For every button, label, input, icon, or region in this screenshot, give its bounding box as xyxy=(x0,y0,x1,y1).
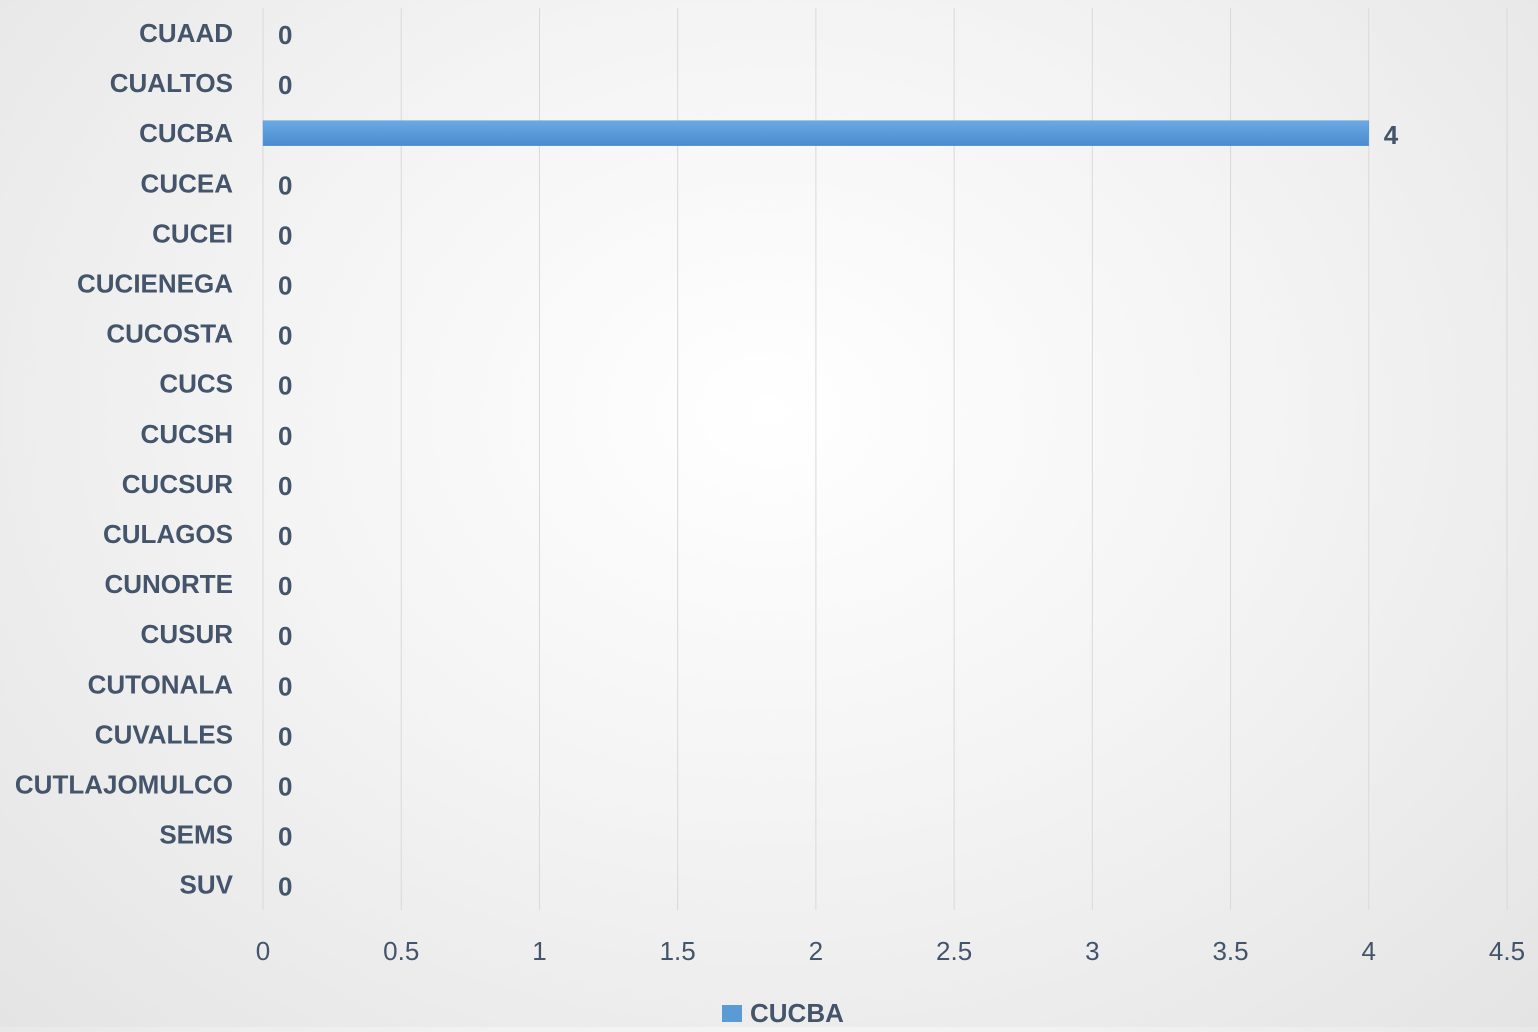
category-label: SUV xyxy=(180,870,234,900)
data-label: 0 xyxy=(278,671,292,701)
category-axis: CUAAD CUALTOS CUCBA CUCEA CUCEI CUCIENEGA CUCO… xyxy=(15,18,234,900)
data-label: 0 xyxy=(278,721,292,751)
data-label: 0 xyxy=(278,421,292,451)
data-label: 0 xyxy=(278,621,292,651)
category-label: CUCEI xyxy=(152,218,233,248)
legend-label: CUCBA xyxy=(750,998,844,1027)
bar xyxy=(262,120,1370,146)
x-tick-label: 4 xyxy=(1362,936,1376,966)
category-label: CUCBA xyxy=(139,118,233,148)
data-label: 0 xyxy=(278,772,292,802)
category-label: CUCSH xyxy=(141,419,233,449)
category-label: CUSUR xyxy=(141,619,234,649)
data-label: 0 xyxy=(278,20,292,50)
legend-swatch xyxy=(722,1005,742,1022)
data-label: 0 xyxy=(278,271,292,301)
category-label: CUAAD xyxy=(139,18,233,48)
x-tick-label: 0 xyxy=(256,936,270,966)
gridlines xyxy=(262,8,1508,910)
category-label: CULAGOS xyxy=(103,519,233,549)
data-label: 0 xyxy=(278,521,292,551)
x-tick-label: 4.5 xyxy=(1489,936,1525,966)
data-label: 0 xyxy=(278,170,292,200)
category-label: SEMS xyxy=(159,820,233,850)
data-label: 4 xyxy=(1384,120,1399,150)
category-label: CUCS xyxy=(159,369,233,399)
category-label: CUVALLES xyxy=(95,719,233,749)
x-tick-label: 1 xyxy=(532,936,546,966)
x-tick-label: 1.5 xyxy=(660,936,696,966)
x-tick-label: 0.5 xyxy=(383,936,419,966)
data-labels: 0 0 4 0 0 0 0 0 0 0 0 0 0 0 0 0 0 0 xyxy=(278,20,1399,902)
category-label: CUALTOS xyxy=(110,68,233,98)
data-label: 0 xyxy=(278,571,292,601)
x-tick-label: 2 xyxy=(809,936,823,966)
category-label: CUNORTE xyxy=(104,569,233,599)
value-axis: 0 0.5 1 1.5 2 2.5 3 3.5 4 4.5 xyxy=(256,936,1525,966)
category-label: CUCOSTA xyxy=(106,319,233,349)
bars xyxy=(262,120,1370,146)
data-label: 0 xyxy=(278,220,292,250)
category-label: CUCSUR xyxy=(122,469,233,499)
category-label: CUCEA xyxy=(141,168,234,198)
category-label: CUCIENEGA xyxy=(77,269,233,299)
x-tick-label: 3.5 xyxy=(1212,936,1248,966)
category-label: CUTONALA xyxy=(88,669,234,699)
legend: CUCBA xyxy=(722,998,844,1028)
data-label: 0 xyxy=(278,822,292,852)
data-label: 0 xyxy=(278,872,292,902)
data-label: 0 xyxy=(278,371,292,401)
x-tick-label: 3 xyxy=(1085,936,1099,966)
data-label: 0 xyxy=(278,321,292,351)
data-label: 0 xyxy=(278,471,292,501)
category-label: CUTLAJOMULCO xyxy=(15,770,233,800)
x-tick-label: 2.5 xyxy=(936,936,972,966)
data-label: 0 xyxy=(278,70,292,100)
